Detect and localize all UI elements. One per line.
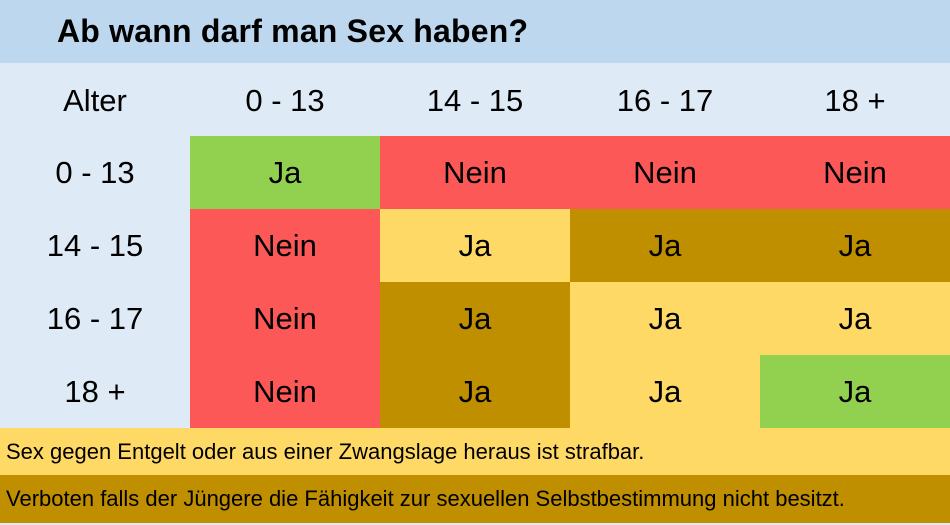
cell-r2-c4: Ja: [760, 209, 950, 282]
cell-r2-c1: Nein: [190, 209, 380, 282]
column-header-4: 18 +: [824, 83, 886, 118]
cell-r1-c3: Nein: [570, 136, 760, 209]
cell-r1-c4: Nein: [760, 136, 950, 209]
cell-r2-c3: Ja: [570, 209, 760, 282]
row-label-1: 0 - 13: [55, 155, 135, 190]
title-bar: Ab wann darf man Sex haben?: [0, 0, 950, 63]
row-label-3: 16 - 17: [46, 301, 144, 336]
row-label-2: 14 - 15: [46, 228, 144, 263]
cell-r3-c4: Ja: [760, 282, 950, 355]
column-header-1: 0 - 13: [245, 83, 325, 118]
cell-r1-c2: Nein: [380, 136, 570, 209]
cell-r3-c2: Ja: [380, 282, 570, 355]
footnote-1: Sex gegen Entgelt oder aus einer Zwangsl…: [0, 428, 950, 475]
page-title: Ab wann darf man Sex haben?: [57, 13, 529, 49]
consent-table: Alter 0 - 13 14 - 15 16 - 17 18 +0 - 13 Ja Nei…: [0, 63, 950, 428]
legend-footnotes: Sex gegen Entgelt oder aus einer Zwangsl…: [0, 428, 950, 523]
cell-r2-c2: Ja: [380, 209, 570, 282]
cell-r4-c1: Nein: [190, 355, 380, 428]
cell-r3-c1: Nein: [190, 282, 380, 355]
corner-header-alter: Alter: [63, 83, 127, 118]
cell-r3-c3: Ja: [570, 282, 760, 355]
row-label-4: 18 +: [64, 374, 126, 409]
cell-r1-c1: Ja: [190, 136, 380, 209]
footnote-2: Verboten falls der Jüngere die Fähigkeit…: [0, 475, 950, 523]
column-header-3: 16 - 17: [616, 83, 714, 118]
cell-r4-c4: Ja: [760, 355, 950, 428]
cell-r4-c3: Ja: [570, 355, 760, 428]
cell-r4-c2: Ja: [380, 355, 570, 428]
column-header-2: 14 - 15: [426, 83, 524, 118]
